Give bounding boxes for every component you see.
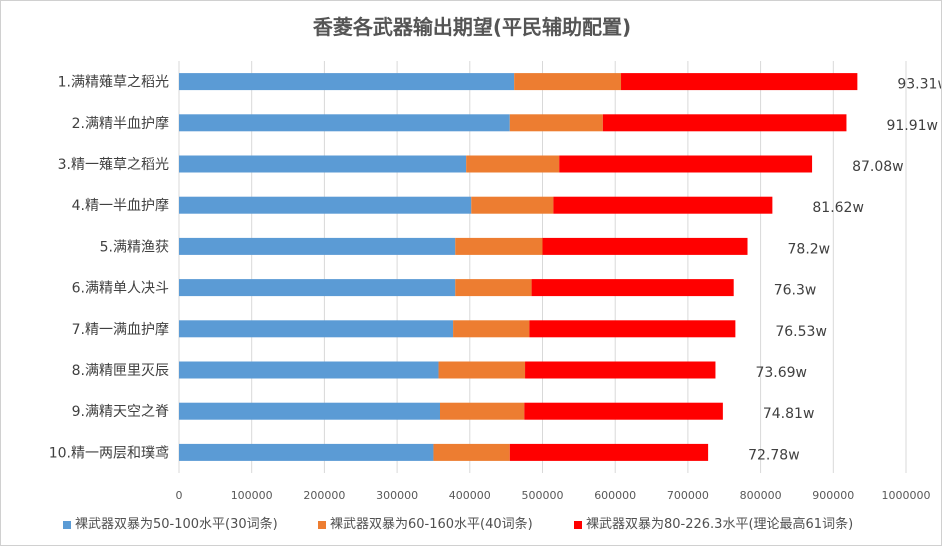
bar-segment-series-2 [455, 279, 532, 297]
x-tick-label: 200000 [303, 489, 345, 502]
data-label: 91.91w [886, 118, 938, 134]
legend-item-30: 裸武器双暴为50-100水平(30词条) [63, 513, 278, 532]
bar-segment-series-3 [525, 361, 716, 379]
data-label: 73.69w [755, 365, 807, 381]
bar-segment-series-2 [455, 237, 543, 255]
data-label: 74.81w [763, 406, 815, 422]
x-tick-label: 900000 [812, 489, 854, 502]
bar-segment-series-1 [179, 114, 510, 132]
legend-swatch-orange [318, 520, 326, 529]
bar-segment-series-2 [514, 73, 622, 91]
bar-segment-series-2 [453, 320, 530, 338]
category-label: 4.精一半血护摩 [72, 197, 169, 214]
x-tick-label: 500000 [522, 489, 564, 502]
legend-swatch-red [574, 520, 582, 529]
bar-segment-series-2 [471, 196, 554, 214]
x-tick-label: 0 [176, 489, 183, 502]
bar-segment-series-1 [179, 402, 440, 420]
bar-segment-series-3 [542, 237, 748, 255]
category-label: 7.精一满血护摩 [72, 321, 169, 338]
legend-label: 裸武器双暴为80-226.3水平(理论最高61词条) [586, 517, 854, 532]
bar-segment-series-3 [524, 402, 723, 420]
x-tick-label: 800000 [740, 489, 782, 502]
bar-segment-series-2 [439, 402, 525, 420]
bar-segment-series-3 [531, 279, 734, 297]
category-label: 1.满精薙草之稻光 [58, 75, 169, 91]
bar-segment-series-1 [179, 361, 439, 379]
category-label: 5.满精渔获 [100, 239, 169, 255]
legend-item-40: 裸武器双暴为60-160水平(40词条) [318, 513, 533, 532]
bar-segment-series-3 [553, 196, 773, 214]
bar-segment-series-1 [179, 320, 454, 338]
data-label: 76.3w [774, 283, 817, 299]
data-label: 76.53w [775, 324, 827, 340]
x-tick-label: 1000000 [882, 489, 931, 502]
category-label: 3.精一薙草之稻光 [58, 157, 169, 173]
data-label: 93.31w [897, 77, 942, 93]
bar-segment-series-3 [621, 73, 858, 91]
category-label: 9.满精天空之脊 [72, 404, 169, 420]
bar-segment-series-2 [466, 155, 560, 173]
bar-segment-series-1 [179, 237, 456, 255]
bar-segment-series-3 [529, 320, 736, 338]
x-tick-label: 400000 [449, 489, 491, 502]
bar-segment-series-1 [179, 155, 467, 173]
bar-segment-series-1 [179, 196, 472, 214]
bar-segment-series-3 [602, 114, 847, 132]
bar-segment-series-1 [179, 279, 456, 297]
bar-segment-series-1 [179, 73, 515, 91]
bar-segment-series-3 [559, 155, 813, 173]
x-tick-label: 300000 [376, 489, 418, 502]
bar-segment-series-2 [509, 114, 603, 132]
x-tick-label: 100000 [231, 489, 273, 502]
legend-swatch-blue [63, 520, 71, 529]
x-tick-label: 700000 [667, 489, 709, 502]
bar-segment-series-2 [433, 443, 510, 461]
category-label: 2.满精半血护摩 [72, 115, 169, 132]
bar-segment-series-3 [509, 443, 709, 461]
category-label: 8.满精匣里灭辰 [72, 363, 169, 379]
legend-label: 裸武器双暴为50-100水平(30词条) [75, 517, 278, 532]
legend-label: 裸武器双暴为60-160水平(40词条) [330, 517, 533, 532]
bar-segment-series-1 [179, 443, 434, 461]
category-label: 6.满精单人决斗 [72, 281, 169, 297]
data-label: 81.62w [812, 200, 864, 216]
x-tick-label: 600000 [594, 489, 636, 502]
category-label: 10.精一两层和璞鸢 [49, 445, 169, 461]
data-label: 72.78w [748, 447, 800, 463]
legend-item-61: 裸武器双暴为80-226.3水平(理论最高61词条) [574, 513, 853, 532]
data-label: 78.2w [788, 241, 831, 257]
bar-segment-series-2 [438, 361, 526, 379]
chart-title: 香菱各武器输出期望(平民辅助配置) [312, 15, 632, 39]
data-label: 87.08w [852, 159, 904, 175]
